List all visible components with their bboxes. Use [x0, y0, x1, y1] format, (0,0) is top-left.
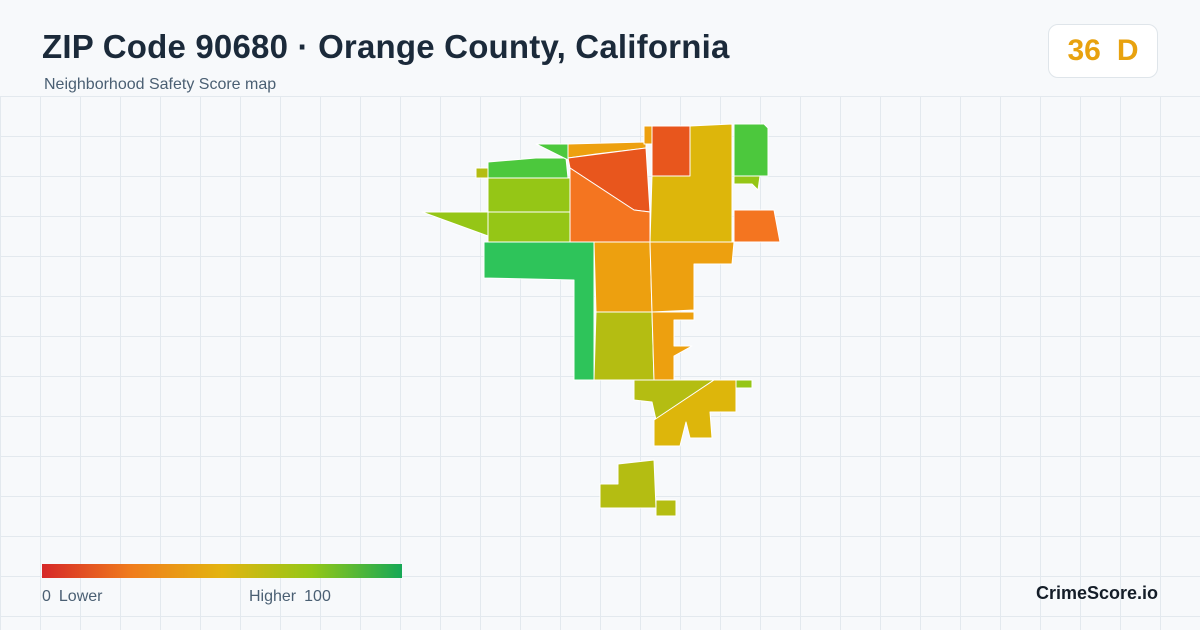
safety-grade: D	[1116, 34, 1139, 67]
map-region[interactable]	[487, 157, 569, 179]
legend-max-value: 100	[304, 588, 331, 605]
map-region[interactable]	[475, 167, 489, 179]
map-region[interactable]	[483, 241, 595, 381]
map-region[interactable]	[651, 125, 691, 177]
map-region[interactable]	[733, 175, 761, 191]
safety-score-badge: 36 D	[1048, 24, 1158, 78]
map-region[interactable]	[653, 379, 737, 447]
map-region[interactable]	[643, 125, 653, 145]
map-region[interactable]	[655, 499, 677, 517]
map-region[interactable]	[421, 211, 489, 237]
map-region[interactable]	[735, 379, 753, 389]
map-region[interactable]	[593, 241, 653, 313]
legend-low-text: Lower	[58, 588, 103, 605]
page-subtitle: Neighborhood Safety Score map	[44, 76, 277, 93]
map-region[interactable]	[487, 211, 571, 243]
map-region[interactable]	[733, 123, 769, 177]
map-region[interactable]	[651, 311, 695, 381]
legend-high-label: Higher 100	[249, 588, 331, 606]
legend-high-text: Higher	[249, 588, 297, 605]
map-region[interactable]	[733, 209, 781, 243]
map-region[interactable]	[633, 379, 715, 421]
page-title: ZIP Code 90680 · Orange County, Californ…	[42, 28, 730, 65]
safety-score-value: 36	[1067, 34, 1101, 67]
brand-logo-text[interactable]: CrimeScore.io	[1035, 583, 1158, 603]
map-region[interactable]	[487, 177, 571, 213]
map-region[interactable]	[593, 311, 655, 381]
map-region[interactable]	[649, 241, 735, 313]
map-region[interactable]	[599, 459, 657, 509]
legend-min-value: 0	[42, 588, 51, 605]
legend-low-label: 0 Lower	[42, 588, 102, 606]
legend-gradient-bar	[42, 564, 402, 578]
